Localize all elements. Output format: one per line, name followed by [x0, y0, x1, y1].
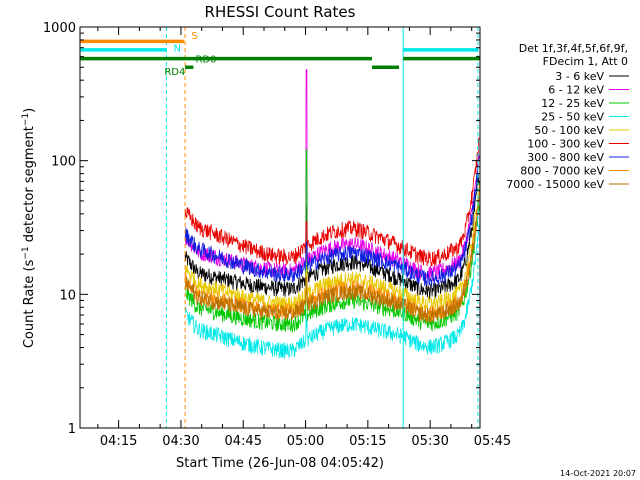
y-axis-label: Count Rate (s−1 detector segment−1)	[21, 108, 37, 348]
plot-area: SN RD0 RD4	[79, 27, 480, 428]
series-line-7	[184, 157, 480, 288]
flag-label-2: N	[173, 44, 180, 55]
y-tick-label-1: 1	[68, 422, 76, 437]
legend-label-9: 7000 - 15000 keV	[506, 178, 604, 191]
axes: 1 10 100 1000 04:15 04:30 04:45 05:00 05:15 05:30…	[43, 21, 511, 449]
series-line-5	[184, 183, 480, 313]
x-tick-label-6: 05:30	[411, 434, 448, 449]
x-tick-label-5: 05:15	[349, 434, 386, 449]
series-line-4	[184, 225, 480, 359]
series-line-9	[184, 197, 480, 324]
chart-title: RHESSI Count Rates	[205, 3, 356, 21]
legend-header-line1: Det 1f,3f,4f,5f,6f,9f,	[519, 42, 628, 55]
flag-label-4: RD4	[164, 67, 185, 78]
footer-timestamp: 14-Oct-2021 20:07	[560, 469, 636, 478]
plot-frame	[79, 26, 481, 429]
x-tick-label-4: 05:00	[287, 434, 324, 449]
series-line-2	[185, 69, 480, 282]
y-label-superscript-2: −1	[21, 113, 31, 126]
y-tick-label-3: 100	[51, 155, 76, 170]
y-tick-label-2: 10	[59, 288, 76, 303]
flag-label-1: S	[191, 31, 197, 42]
legend-header-line2: FDecim 1, Att 0	[543, 55, 628, 68]
legend-label-6: 100 - 300 keV	[527, 138, 604, 151]
y-label-part3: )	[22, 108, 37, 113]
x-tick-label-3: 04:45	[225, 434, 262, 449]
legend-label-2: 6 - 12 keV	[548, 84, 604, 97]
legend: Det 1f,3f,4f,5f,6f,9f, FDecim 1, Att 0 3…	[506, 42, 629, 191]
x-tick-label-1: 04:15	[100, 434, 137, 449]
y-label-part1: Count Rate (s	[22, 259, 37, 348]
x-axis-label: Start Time (26-Jun-08 04:05:42)	[176, 456, 384, 471]
x-tick-label-2: 04:30	[162, 434, 199, 449]
legend-label-5: 50 - 100 keV	[534, 124, 604, 137]
x-tick-label-7: 05:45	[474, 434, 511, 449]
legend-label-4: 25 - 50 keV	[541, 111, 604, 124]
flag-label-3: RD0	[195, 55, 216, 66]
legend-label-3: 12 - 25 keV	[541, 97, 604, 110]
legend-label-8: 800 - 7000 keV	[520, 165, 604, 178]
legend-label-1: 3 - 6 keV	[555, 70, 604, 83]
series-line-6	[184, 137, 480, 267]
y-label-superscript: −1	[21, 246, 31, 259]
y-tick-label-4: 1000	[43, 21, 76, 36]
legend-label-7: 300 - 800 keV	[527, 151, 604, 164]
y-label-part2: detector segment	[22, 126, 37, 246]
